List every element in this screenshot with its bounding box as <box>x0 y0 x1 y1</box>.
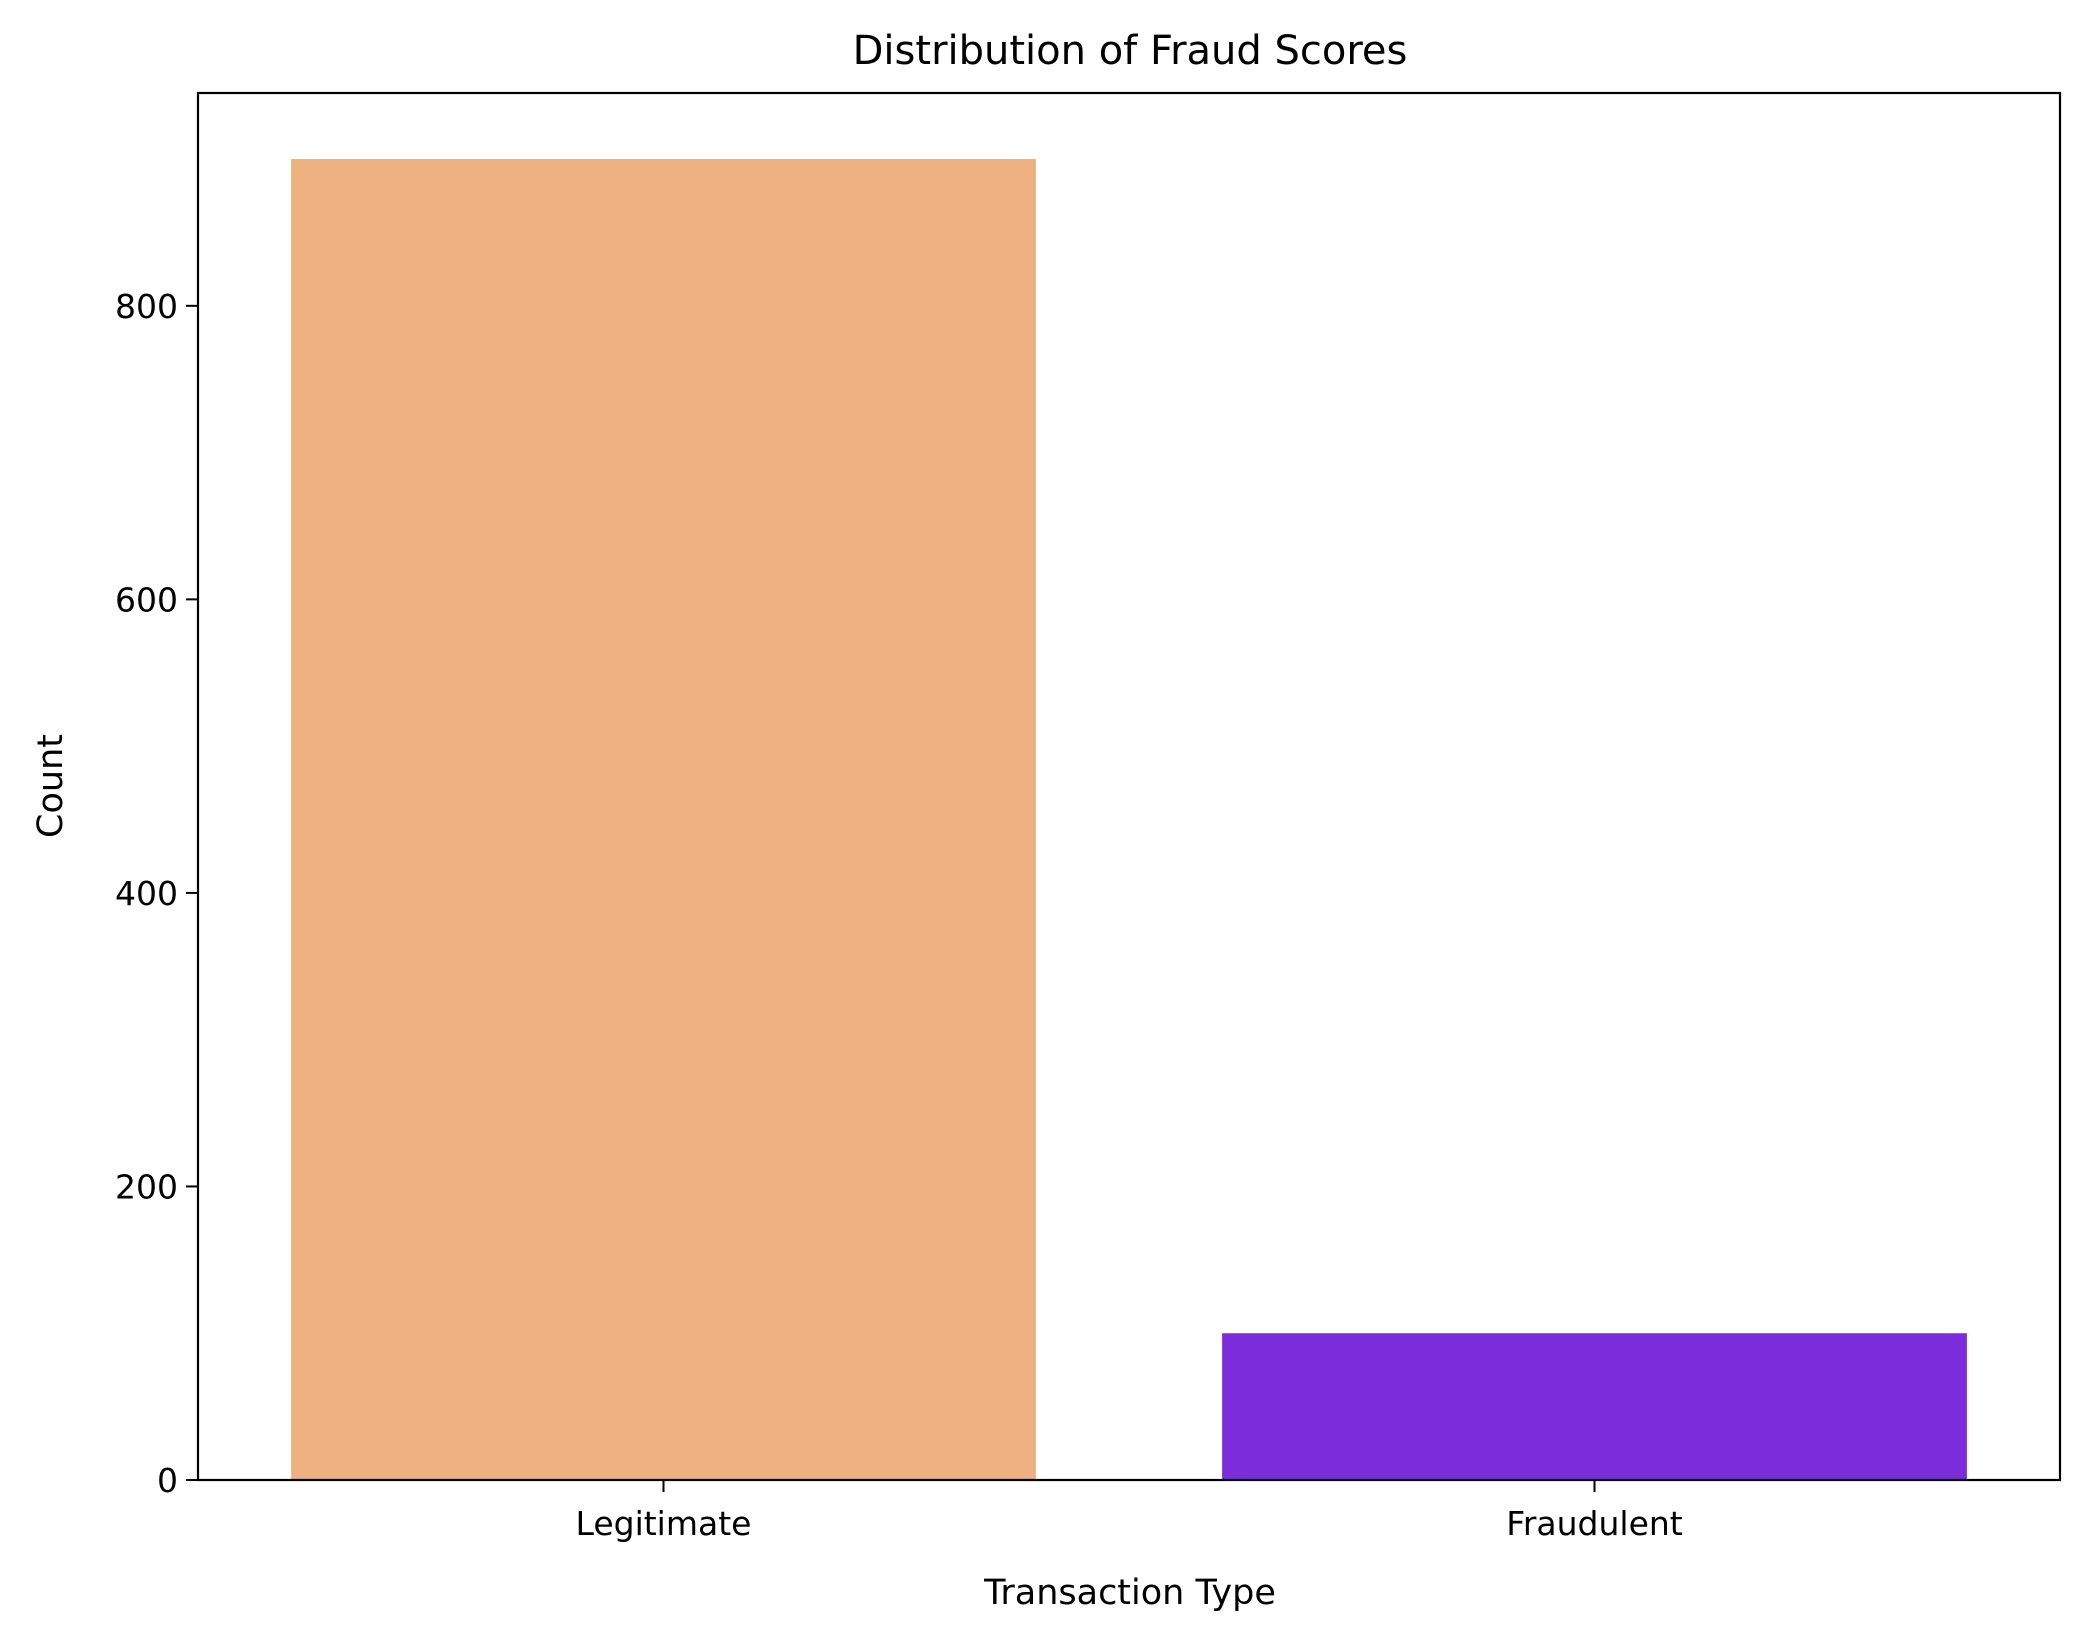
x-tick-label: Fraudulent <box>1506 1504 1683 1543</box>
chart-title: Distribution of Fraud Scores <box>853 28 1408 74</box>
y-tick-label: 600 <box>115 580 178 619</box>
bar-fraudulent <box>1222 1333 1967 1480</box>
y-tick-label: 200 <box>115 1167 178 1206</box>
y-axis-ticks: 0 200 400 600 800 <box>115 287 198 1500</box>
x-axis-ticks: Legitimate Fraudulent <box>576 1480 1683 1543</box>
y-tick-label: 400 <box>115 874 178 913</box>
bar-legitimate <box>291 159 1036 1481</box>
x-axis-label: Transaction Type <box>983 1573 1276 1613</box>
bars-layer <box>291 159 1967 1481</box>
y-tick-label: 800 <box>115 287 178 326</box>
y-tick-label: 0 <box>157 1461 178 1500</box>
plot-frame <box>196 91 2062 1482</box>
x-tick-label: Legitimate <box>576 1504 752 1543</box>
y-axis-label: Count <box>31 734 71 838</box>
